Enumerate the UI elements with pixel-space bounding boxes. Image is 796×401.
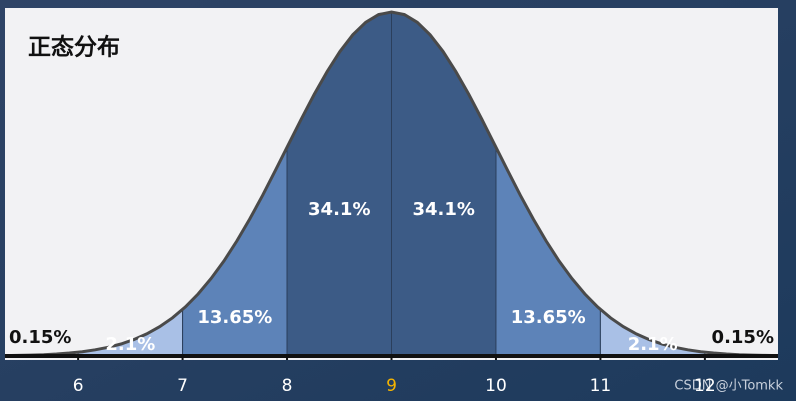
watermark: CSDN @小Tomkk: [674, 379, 783, 394]
region-label: 0.15%: [712, 327, 774, 348]
region-label: 0.15%: [9, 327, 71, 348]
chart-title: 正态分布: [28, 34, 120, 61]
region-label: 34.1%: [413, 199, 475, 220]
x-tick-label: 11: [590, 376, 612, 396]
region-label: 2.1%: [105, 334, 155, 355]
curve: [4, 10, 779, 358]
x-tick-label: 6: [73, 376, 84, 396]
region-label: 34.1%: [308, 199, 370, 220]
region-label: 2.1%: [628, 334, 678, 355]
x-tick-label: 8: [282, 376, 293, 396]
x-tick-label: 10: [485, 376, 507, 396]
x-tick-label: 12: [694, 376, 716, 396]
x-tick-label: 7: [177, 376, 188, 396]
region-label: 13.65%: [197, 307, 272, 328]
region-label: 13.65%: [511, 307, 586, 328]
x-tick-label: 9: [386, 376, 397, 396]
